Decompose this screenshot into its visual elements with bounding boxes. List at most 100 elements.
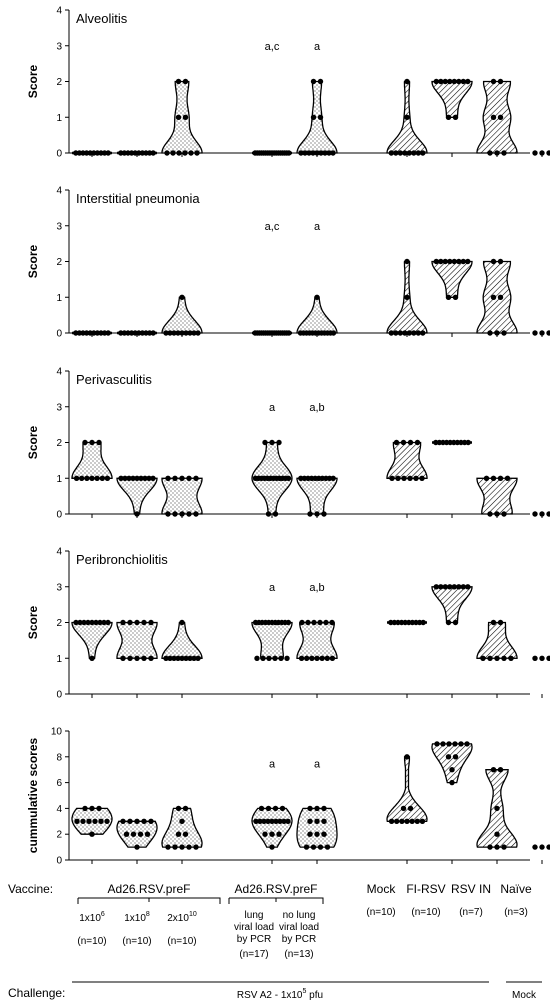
data-point (480, 655, 486, 661)
data-point (299, 619, 305, 626)
data-point (314, 655, 320, 661)
data-point (324, 844, 331, 850)
data-point (141, 655, 147, 661)
data-point (456, 78, 462, 85)
y-tick-label: 1 (56, 113, 62, 124)
data-point (89, 475, 95, 481)
data-point (77, 619, 83, 626)
data-point (186, 511, 192, 517)
data-point (314, 511, 320, 517)
data-point (404, 78, 410, 85)
panel-title: Interstitial pneumonia (76, 191, 200, 206)
data-point (303, 844, 310, 850)
data-point (306, 150, 312, 156)
data-point (438, 258, 444, 265)
pcr-pos-line3: by PCR (237, 934, 271, 945)
data-point (465, 78, 471, 85)
panel-2: 0 1 2 3 4 Score Interstitial pneumonia a,c a (26, 186, 550, 340)
violin-shape (431, 260, 473, 298)
data-point (420, 150, 426, 156)
data-point (494, 330, 500, 336)
violin-group: a,c (252, 41, 292, 156)
violin-shape (251, 621, 293, 659)
data-point (89, 439, 95, 446)
data-point (79, 475, 85, 481)
violin-group (386, 258, 428, 336)
violin-group (476, 78, 518, 156)
violin-group (532, 150, 550, 156)
data-point (307, 831, 313, 837)
mock-label: Mock (367, 882, 397, 896)
data-point (170, 150, 176, 156)
data-point (179, 619, 185, 626)
data-point (546, 330, 550, 336)
data-point (388, 330, 394, 336)
data-point (81, 619, 87, 626)
ad26-group-label-2: Ad26.RSV.preF (235, 882, 318, 896)
y-tick-label: 2 (56, 438, 62, 449)
data-point (265, 805, 272, 812)
data-point (532, 330, 538, 336)
data-point (497, 767, 504, 773)
data-point (310, 844, 317, 850)
violin-group: a,b (296, 582, 338, 661)
data-point (304, 655, 310, 661)
data-point (307, 511, 313, 517)
data-point (404, 114, 410, 121)
data-point (508, 655, 514, 661)
data-point (302, 150, 308, 156)
y-tick-label: 4 (56, 804, 62, 815)
violin-group (386, 754, 428, 824)
data-point (94, 475, 100, 481)
data-point (497, 78, 504, 85)
data-point (401, 475, 407, 481)
y-tick-label: 4 (56, 547, 62, 558)
data-point (321, 511, 327, 517)
data-point (175, 655, 181, 661)
violin-shape (476, 477, 518, 515)
data-point (452, 619, 459, 626)
violin-shape (161, 621, 203, 659)
violin-shape (386, 756, 428, 822)
data-point (96, 805, 102, 812)
data-point (546, 511, 550, 517)
data-point (400, 805, 407, 812)
violin-group (432, 439, 472, 446)
violin-shape (476, 260, 518, 334)
data-point (494, 511, 500, 517)
data-point (74, 818, 80, 824)
n-dose-1: (n=10) (77, 936, 106, 947)
violin-group (476, 475, 518, 517)
data-point (415, 330, 421, 336)
data-point (447, 78, 453, 85)
data-point (101, 619, 107, 626)
data-point (490, 258, 497, 265)
data-point (452, 741, 458, 747)
data-point (460, 584, 466, 590)
data-point (314, 818, 320, 824)
data-point (321, 805, 327, 812)
significance-label: a (314, 221, 321, 233)
data-point (262, 831, 268, 837)
data-point (194, 150, 200, 156)
data-point (130, 475, 136, 481)
data-point (497, 475, 504, 481)
data-point (440, 741, 446, 747)
data-point (487, 511, 493, 517)
data-point (494, 844, 500, 850)
y-tick-label: 3 (56, 402, 62, 413)
data-point (195, 655, 201, 661)
data-point (134, 655, 140, 661)
data-point (399, 818, 405, 824)
data-point (86, 818, 92, 824)
data-point (186, 475, 192, 481)
vaccine-label: Vaccine: (8, 882, 53, 896)
data-point (483, 475, 490, 481)
data-point (73, 619, 79, 626)
violin-group (161, 294, 203, 336)
data-point (179, 818, 185, 824)
data-point (146, 475, 152, 481)
data-point (257, 818, 263, 824)
data-point (105, 150, 111, 156)
data-point (182, 150, 188, 156)
